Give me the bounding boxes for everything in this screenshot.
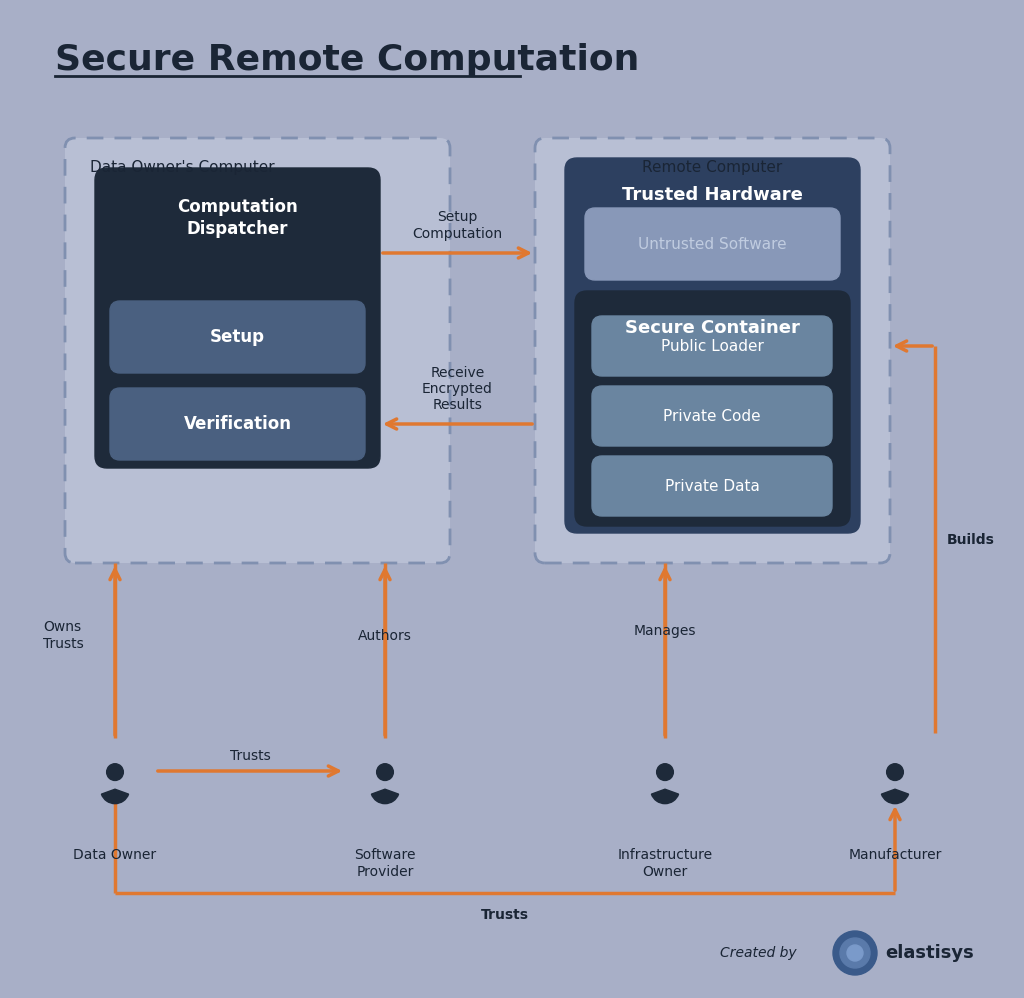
Wedge shape [651, 789, 679, 803]
FancyBboxPatch shape [585, 208, 840, 280]
Circle shape [847, 945, 863, 961]
Text: Untrusted Software: Untrusted Software [638, 237, 786, 251]
Text: Data Owner: Data Owner [74, 848, 157, 862]
Circle shape [377, 763, 393, 780]
FancyBboxPatch shape [592, 386, 831, 446]
Text: Owns
Trusts: Owns Trusts [43, 620, 84, 651]
Text: Secure Container: Secure Container [625, 319, 800, 337]
Text: Manages: Manages [634, 624, 696, 638]
Circle shape [887, 763, 903, 780]
Wedge shape [882, 789, 908, 803]
Text: Authors: Authors [358, 629, 412, 643]
Text: Secure Remote Computation: Secure Remote Computation [55, 43, 639, 77]
FancyBboxPatch shape [575, 291, 850, 526]
Text: Private Code: Private Code [664, 408, 761, 423]
Text: Private Data: Private Data [665, 478, 760, 493]
Text: Infrastructure
Owner: Infrastructure Owner [617, 848, 713, 879]
Text: Setup: Setup [210, 328, 265, 346]
Text: Manufacturer: Manufacturer [848, 848, 942, 862]
Text: Computation
Dispatcher: Computation Dispatcher [177, 198, 298, 239]
Text: elastisys: elastisys [885, 944, 974, 962]
Text: Receive
Encrypted
Results: Receive Encrypted Results [422, 365, 493, 412]
Circle shape [106, 763, 123, 780]
Text: Remote Computer: Remote Computer [642, 160, 782, 175]
FancyBboxPatch shape [535, 138, 890, 563]
FancyBboxPatch shape [95, 168, 380, 468]
FancyBboxPatch shape [65, 138, 450, 563]
Circle shape [833, 931, 877, 975]
FancyBboxPatch shape [592, 456, 831, 516]
Text: Created by: Created by [720, 946, 797, 960]
Text: Builds: Builds [947, 533, 995, 547]
Wedge shape [101, 789, 129, 803]
Text: Trusts: Trusts [481, 908, 529, 922]
FancyBboxPatch shape [110, 388, 365, 460]
Text: Trusted Hardware: Trusted Hardware [622, 186, 803, 204]
Text: Verification: Verification [183, 415, 292, 433]
FancyBboxPatch shape [565, 158, 860, 533]
Text: Trusts: Trusts [229, 749, 270, 763]
Circle shape [656, 763, 674, 780]
Text: Public Loader: Public Loader [660, 338, 764, 353]
Text: Data Owner's Computer: Data Owner's Computer [90, 160, 274, 175]
FancyBboxPatch shape [110, 301, 365, 373]
FancyBboxPatch shape [592, 316, 831, 376]
Text: Setup
Computation: Setup Computation [413, 210, 503, 241]
Text: Software
Provider: Software Provider [354, 848, 416, 879]
Circle shape [840, 938, 870, 968]
Wedge shape [372, 789, 398, 803]
